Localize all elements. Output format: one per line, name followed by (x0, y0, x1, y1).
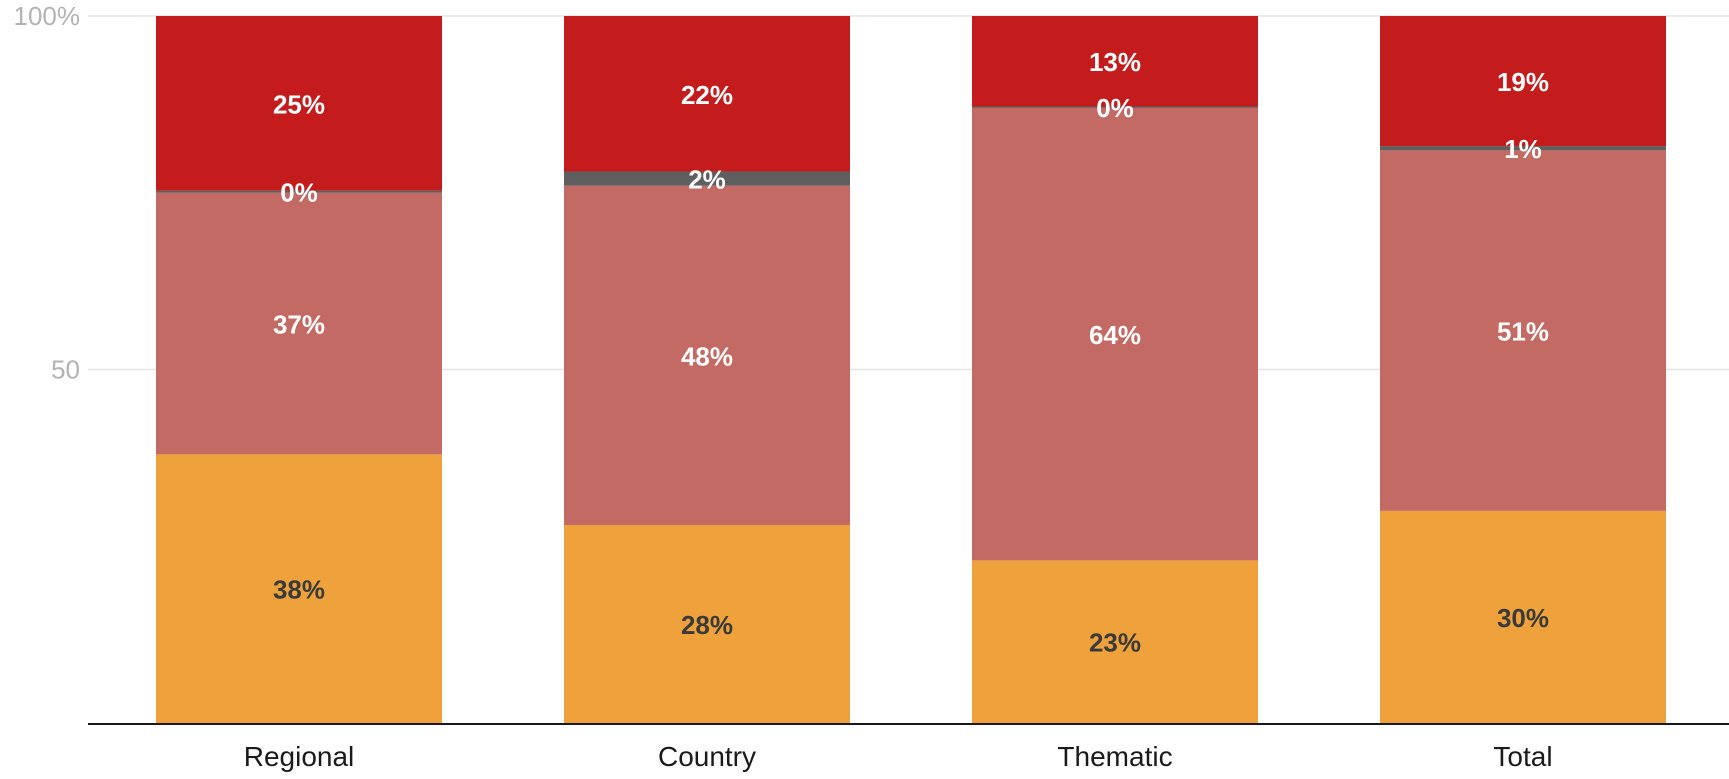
bar-segment-total-1 (1380, 150, 1666, 511)
bar-segment-country-3 (564, 16, 850, 172)
data-label: 19% (1497, 67, 1549, 97)
data-label: 51% (1497, 317, 1549, 347)
x-category-label: Country (658, 741, 756, 772)
data-label: 38% (273, 575, 325, 605)
bar-segment-country-1 (564, 185, 850, 526)
bar-segment-country-2 (564, 171, 850, 186)
bar-segment-total-2 (1380, 146, 1666, 151)
data-label: 0% (280, 178, 318, 208)
data-label: 2% (688, 165, 726, 195)
bar-segment-country-0 (564, 525, 850, 723)
x-category-label: Regional (244, 741, 355, 772)
data-label: 28% (681, 610, 733, 640)
bar-segment-total-3 (1380, 16, 1666, 147)
data-label: 30% (1497, 603, 1549, 633)
y-tick-label: 100% (14, 1, 81, 31)
x-category-label: Total (1493, 741, 1552, 772)
data-label: 23% (1089, 628, 1141, 658)
data-label: 25% (273, 89, 325, 119)
data-label: 48% (681, 341, 733, 371)
bar-segment-regional-2 (156, 190, 442, 193)
bar-segment-thematic-3 (972, 16, 1258, 107)
bar-segment-thematic-2 (972, 106, 1258, 108)
x-axis-labels: Regional Country Thematic Total (244, 741, 1553, 772)
data-label: 0% (1096, 93, 1134, 123)
bar-segment-thematic-0 (972, 560, 1258, 723)
bar-segment-thematic-1 (972, 107, 1258, 561)
data-labels: 38% 37% 0% 25% 28% 48% 2% 22% 23% 64% 0% 13% 30% 51% 1… (273, 47, 1549, 657)
data-label: 1% (1504, 134, 1542, 164)
data-label: 37% (273, 310, 325, 340)
y-axis-ticks: 50 100% (14, 1, 81, 385)
data-label: 13% (1089, 47, 1141, 77)
bar-segment-regional-3 (156, 16, 442, 191)
x-category-label: Thematic (1057, 741, 1172, 772)
data-label: 64% (1089, 320, 1141, 350)
data-label: 22% (681, 80, 733, 110)
bars (156, 16, 1666, 723)
bar-segment-regional-1 (156, 192, 442, 455)
bar-segment-total-0 (1380, 510, 1666, 723)
bar-segment-regional-0 (156, 454, 442, 723)
y-tick-label: 50 (51, 355, 80, 385)
